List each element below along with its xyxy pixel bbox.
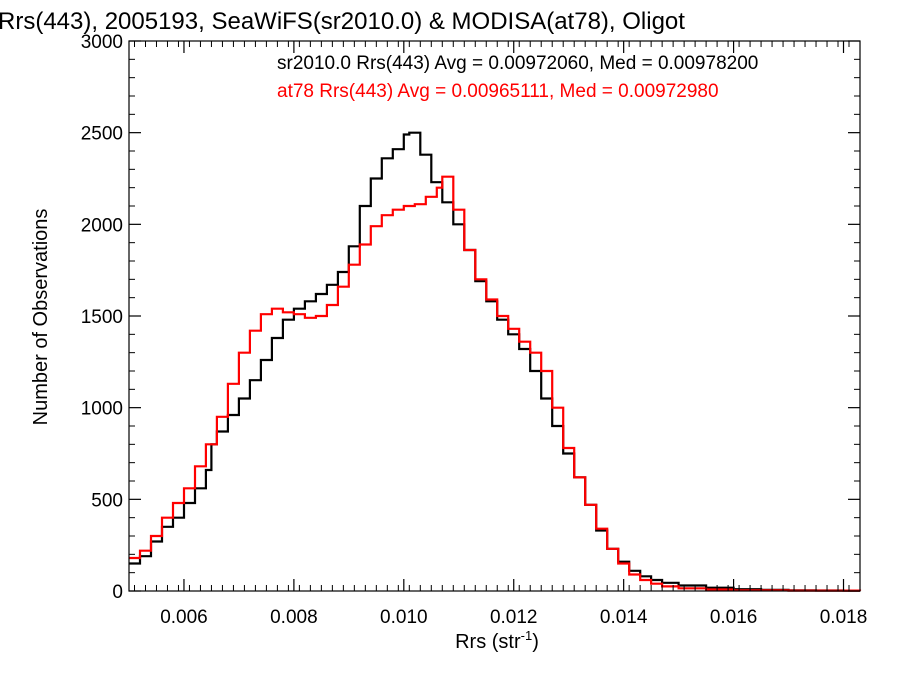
- annotation-sr2010: sr2010.0 Rrs(443) Avg = 0.00972060, Med …: [277, 53, 758, 74]
- y-tick-label: 2000: [81, 215, 123, 236]
- x-tick-label: 0.006: [160, 607, 208, 628]
- plot-area: 0.006 0.008 0.010 0.012 0.014 0.016 0.018 0 500 1…: [81, 32, 868, 628]
- series-line-at78: [129, 175, 862, 592]
- x-tick-label: 0.012: [490, 607, 538, 628]
- y-axis-label: Number of Observations: [30, 209, 52, 426]
- y-tick-label: 1500: [81, 307, 123, 328]
- y-tick-label: 2500: [81, 124, 123, 145]
- x-tick-label: 0.016: [710, 607, 758, 628]
- y-tick-label: 1000: [81, 399, 123, 420]
- plot-frame: [128, 40, 861, 592]
- chart-title: Rrs(443), 2005193, SeaWiFS(sr2010.0) & M…: [0, 8, 685, 35]
- x-tick-label: 0.018: [820, 607, 868, 628]
- x-axis-label-main: Rrs (str: [455, 631, 521, 653]
- y-tick-label: 500: [91, 490, 123, 511]
- y-tick-label: 0: [112, 582, 123, 603]
- x-axis-label: Rrs (str-1): [455, 628, 539, 653]
- x-axis-label-close: ): [532, 631, 539, 653]
- x-tick-label: 0.014: [600, 607, 648, 628]
- annotation-at78: at78 Rrs(443) Avg = 0.00965111, Med = 0.…: [277, 81, 719, 102]
- x-tick-label: 0.010: [380, 607, 428, 628]
- x-axis-label-sup: -1: [521, 628, 533, 643]
- x-tick-label: 0.008: [270, 607, 318, 628]
- y-tick-label: 3000: [81, 32, 123, 53]
